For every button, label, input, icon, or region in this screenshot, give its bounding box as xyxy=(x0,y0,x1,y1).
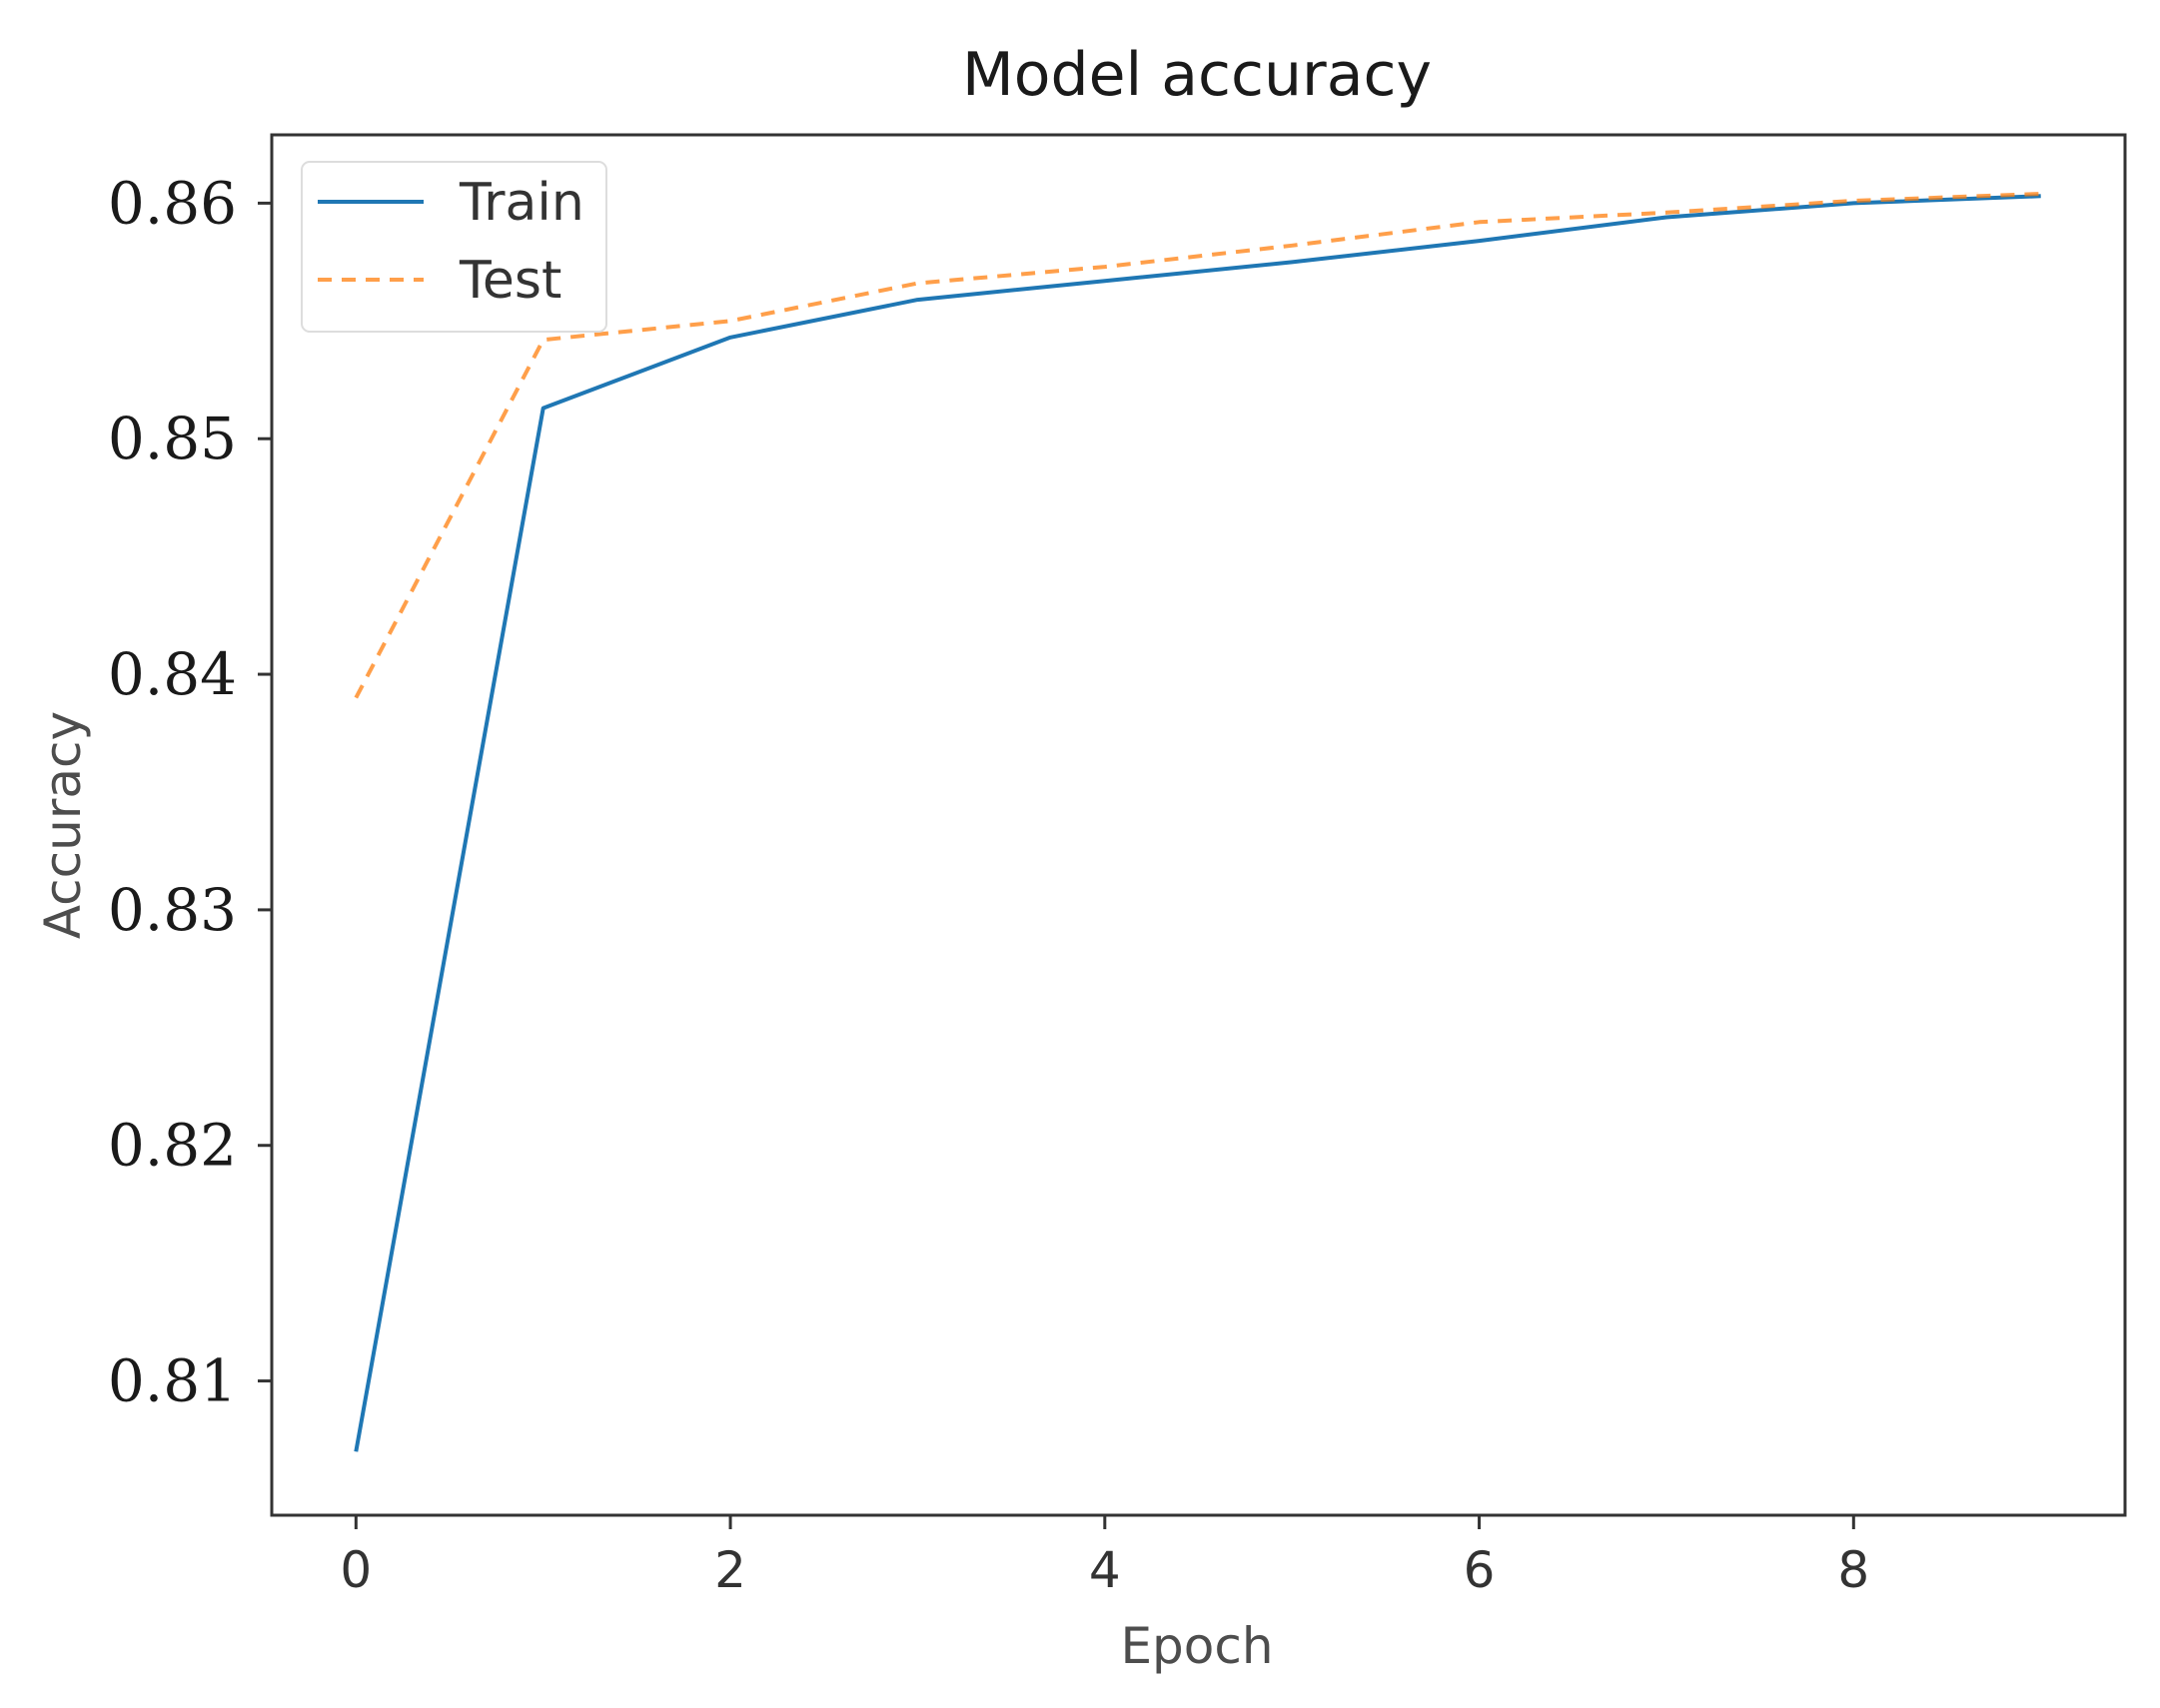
x-tick-label: 4 xyxy=(1089,1541,1121,1599)
x-tick-label: 2 xyxy=(714,1541,746,1599)
series-layer xyxy=(354,192,2041,1452)
y-tick-label: 0.86 xyxy=(108,169,237,237)
chart-title: Model accuracy xyxy=(962,40,1432,110)
y-tick-label: 0.84 xyxy=(108,640,237,708)
y-axis-ticks: 0.81 0.82 0.83 0.84 0.85 0.86 xyxy=(108,169,272,1415)
legend-test-label: Test xyxy=(459,251,561,311)
y-axis-label: Accuracy xyxy=(34,711,92,939)
y-tick-label: 0.81 xyxy=(108,1347,237,1415)
series-line-test xyxy=(354,192,2041,699)
x-axis-label: Epoch xyxy=(1120,1617,1273,1675)
legend: Train Test xyxy=(301,161,607,333)
y-tick-label: 0.83 xyxy=(108,876,237,944)
x-axis-ticks: 0 2 4 6 8 xyxy=(340,1515,1869,1599)
plot-area-frame xyxy=(270,133,2127,1517)
series-line-train xyxy=(354,194,2041,1452)
x-tick-label: 8 xyxy=(1837,1541,1869,1599)
y-tick-label: 0.82 xyxy=(108,1112,237,1180)
x-tick-label: 0 xyxy=(340,1541,372,1599)
legend-train-label: Train xyxy=(459,173,584,233)
legend-box xyxy=(301,161,607,333)
x-tick-label: 6 xyxy=(1464,1541,1496,1599)
y-tick-label: 0.85 xyxy=(108,405,237,472)
